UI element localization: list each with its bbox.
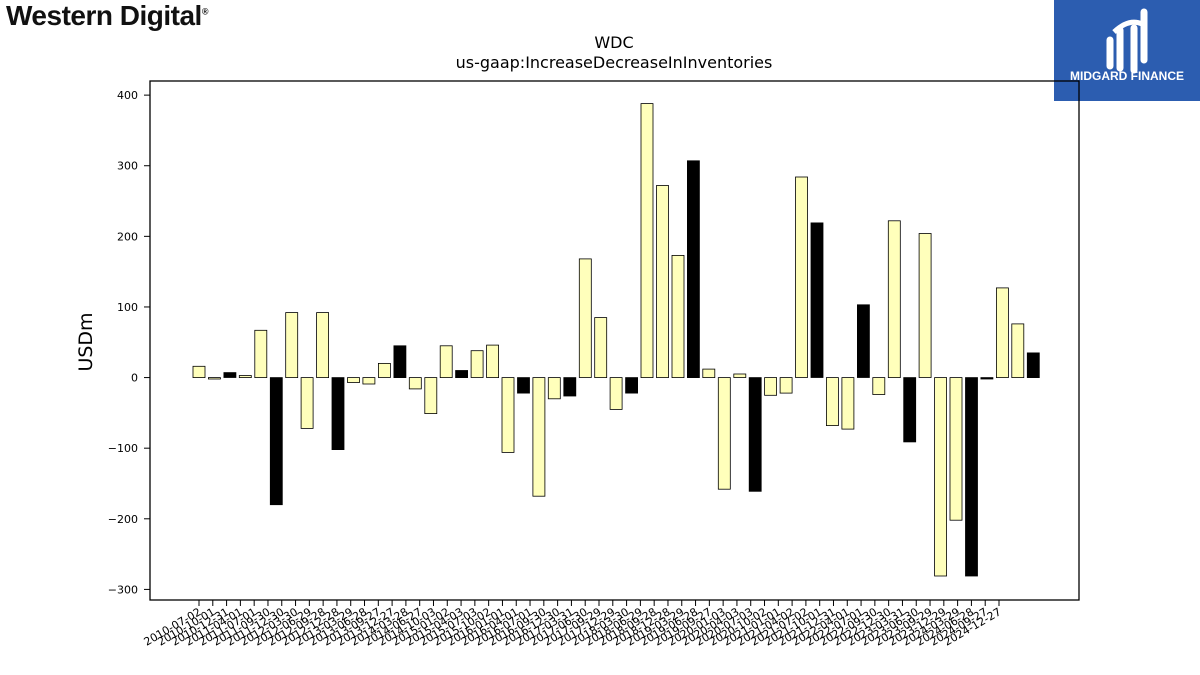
bar <box>934 377 947 577</box>
partner-logo-text: MIDGARD FINANCE <box>1070 69 1184 83</box>
bar <box>207 377 221 380</box>
bar <box>269 377 283 506</box>
bar <box>1011 323 1025 378</box>
bar <box>578 258 592 378</box>
bar <box>408 377 422 390</box>
bar <box>841 377 855 430</box>
bar <box>223 372 237 378</box>
bar <box>439 345 453 378</box>
bar <box>501 377 515 453</box>
bar <box>980 377 994 380</box>
bar <box>702 368 716 379</box>
bar <box>996 287 1009 378</box>
bar <box>362 377 376 385</box>
chart-subtitle: us-gaap:IncreaseDecreaseInInventories <box>456 53 773 72</box>
bar <box>331 377 345 451</box>
bar <box>594 317 608 379</box>
bar <box>486 344 500 379</box>
bar <box>393 345 407 378</box>
bar <box>1026 352 1040 378</box>
bar <box>887 220 901 379</box>
y-tick-label: 300 <box>117 160 138 173</box>
plot-frame <box>149 80 1080 601</box>
bar <box>717 377 731 490</box>
bars-layer <box>192 103 1040 577</box>
bar <box>748 377 762 492</box>
y-tick-label: −200 <box>108 513 138 526</box>
bar <box>779 377 793 394</box>
partner-logo-mark <box>1106 8 1148 74</box>
bar <box>470 350 484 378</box>
bar <box>300 377 314 429</box>
chart-title: WDC <box>594 33 633 52</box>
y-tick-label: 100 <box>117 301 138 314</box>
company-logo: Western Digital® <box>6 0 208 31</box>
bar <box>563 377 577 397</box>
bar <box>810 222 824 378</box>
bar <box>764 377 777 396</box>
bar <box>949 377 963 521</box>
y-tick-label: −100 <box>108 442 138 455</box>
bar <box>254 329 268 378</box>
y-tick-label: 400 <box>117 89 138 102</box>
bar <box>872 377 886 395</box>
bar <box>377 362 391 378</box>
x-axis: 2010-07-022010-10-012010-12-312011-04-01… <box>142 600 1004 649</box>
bar <box>192 365 206 378</box>
bar <box>671 254 685 378</box>
bar <box>795 176 808 378</box>
y-axis: −300 −200 −100 0 100 200 300 400 <box>108 89 150 596</box>
y-axis-label: USDm <box>75 312 97 371</box>
partner-logo: MIDGARD FINANCE <box>1054 0 1200 101</box>
bar <box>826 377 839 427</box>
bar <box>316 312 330 379</box>
bar <box>285 312 299 379</box>
bar <box>238 375 252 378</box>
bar <box>640 103 654 378</box>
bar <box>547 377 561 400</box>
bar <box>733 373 747 378</box>
bar <box>965 377 978 577</box>
bar <box>687 160 700 379</box>
bar <box>517 377 530 394</box>
bar <box>857 304 870 378</box>
bar <box>347 377 360 383</box>
bar <box>625 377 638 394</box>
y-tick-label: −300 <box>108 583 138 596</box>
bar <box>532 377 546 497</box>
bar <box>424 377 438 415</box>
bar <box>903 377 917 443</box>
bar <box>656 185 669 379</box>
bar <box>918 233 932 378</box>
y-tick-label: 200 <box>117 230 138 243</box>
bar <box>609 377 623 410</box>
y-tick-label: 0 <box>131 372 138 385</box>
bar <box>455 370 469 378</box>
